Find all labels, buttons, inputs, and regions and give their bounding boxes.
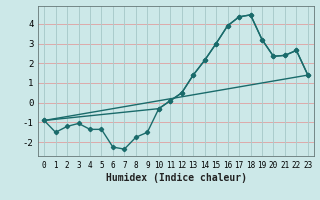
X-axis label: Humidex (Indice chaleur): Humidex (Indice chaleur) bbox=[106, 173, 246, 183]
